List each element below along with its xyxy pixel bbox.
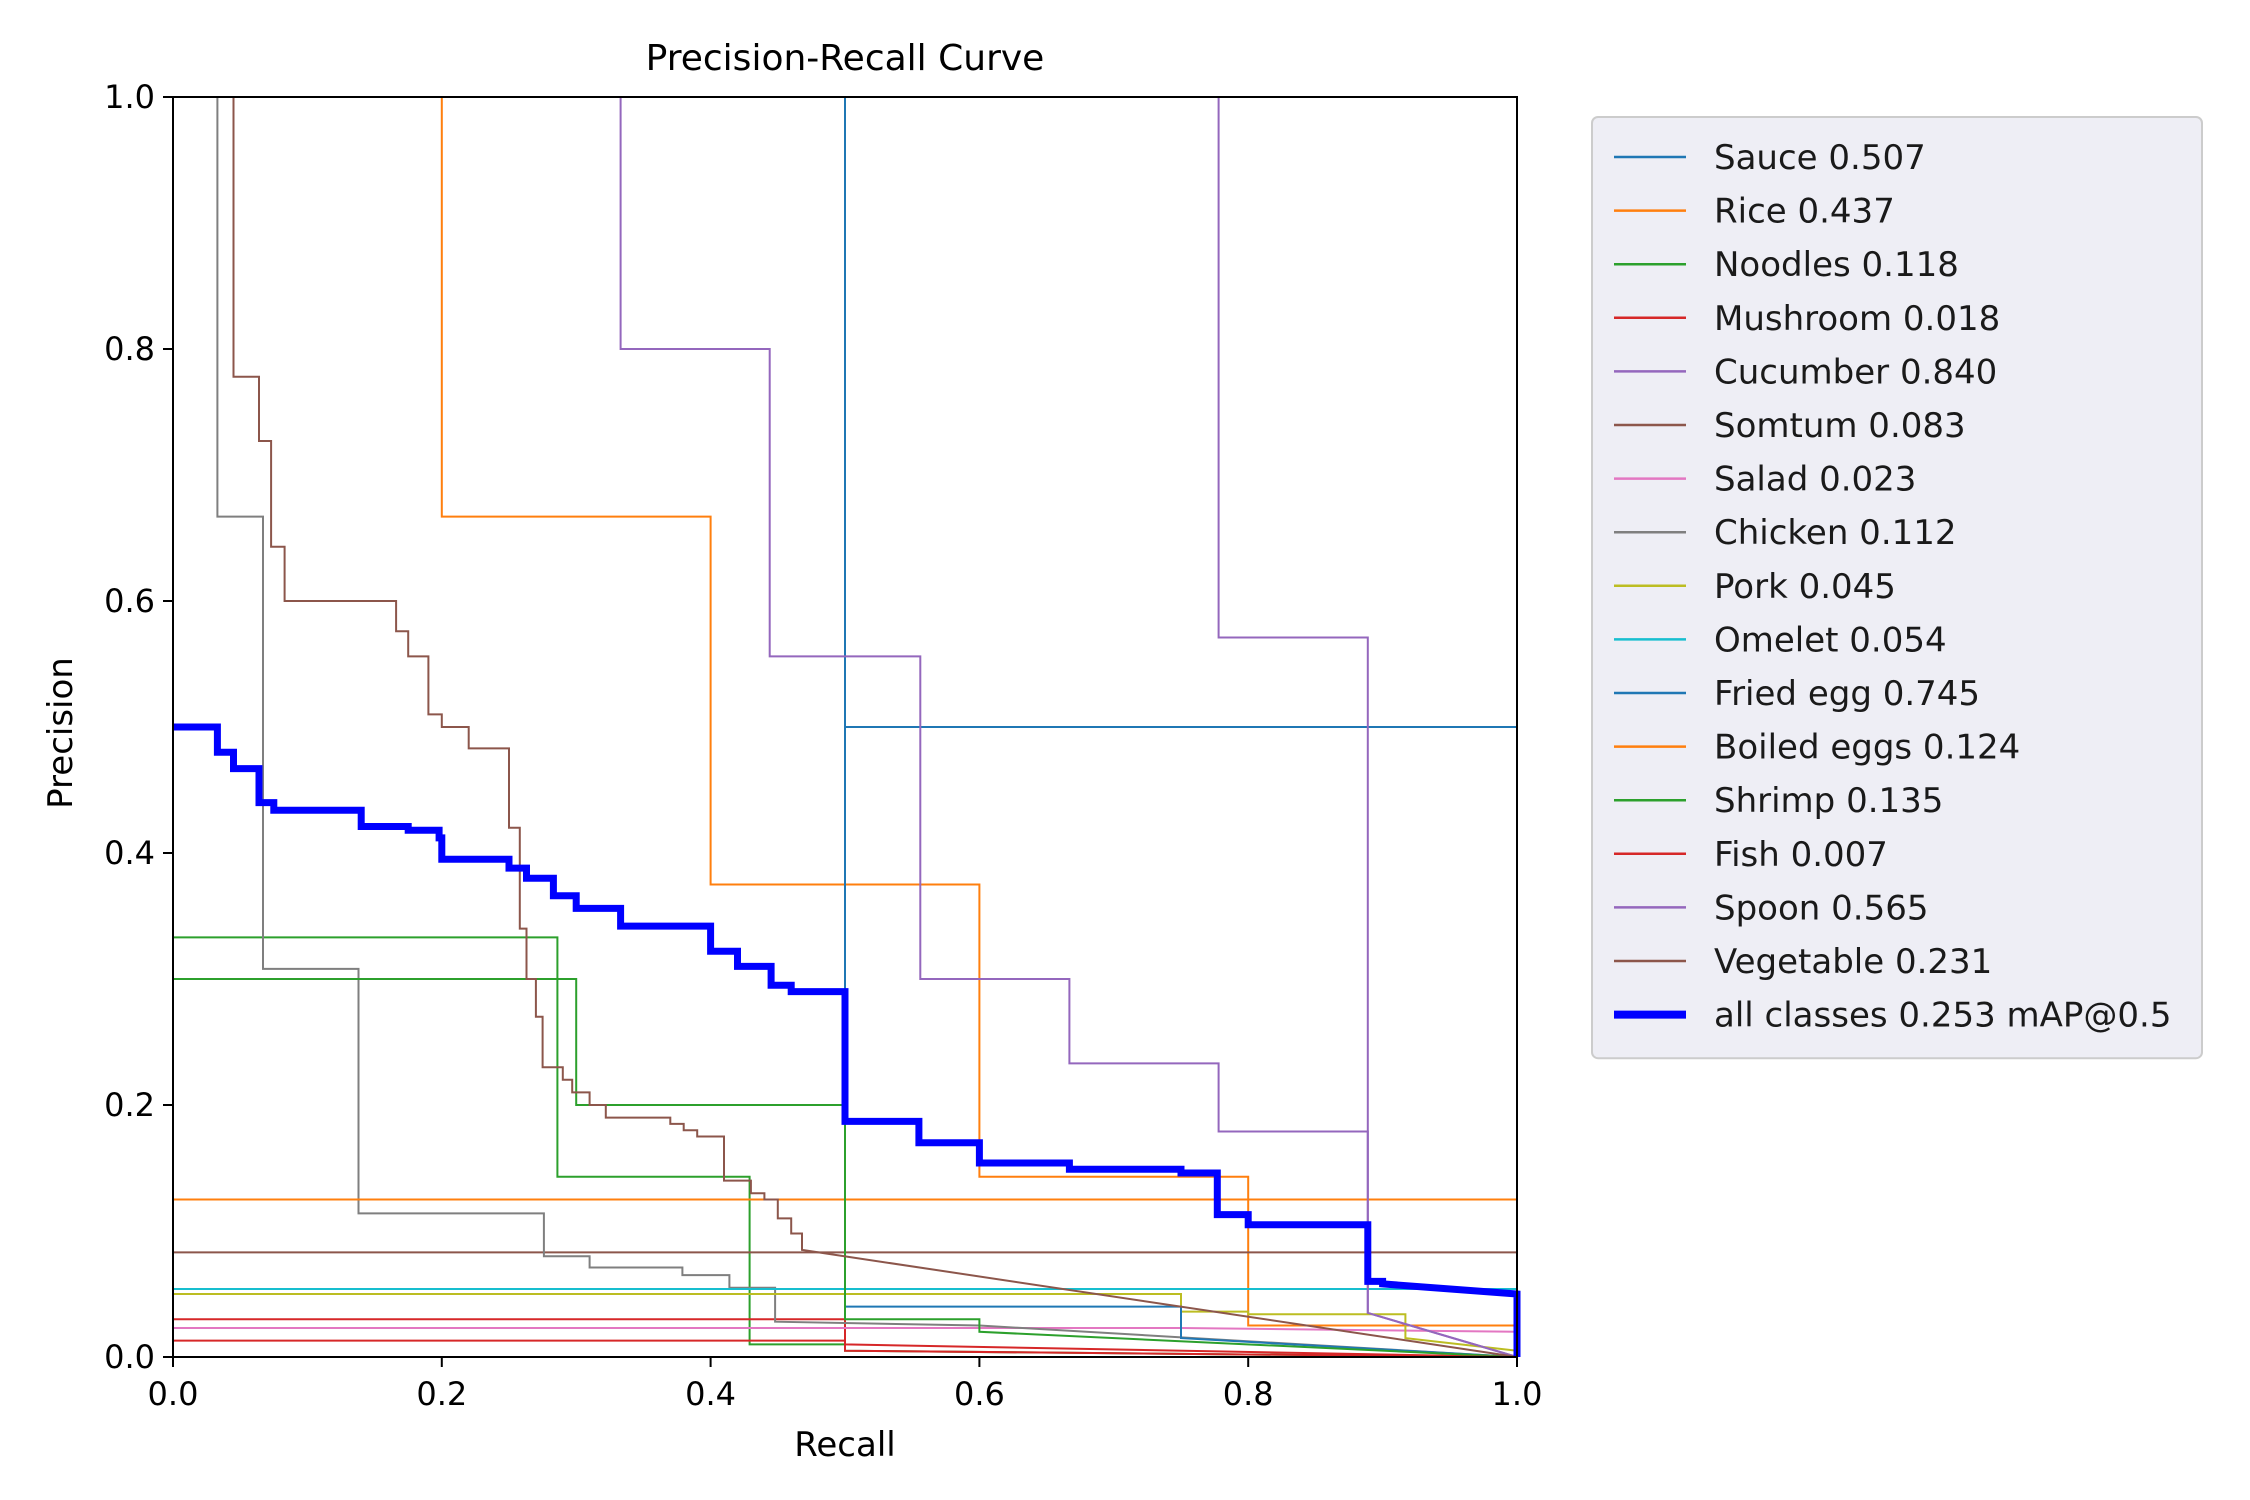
x-tick-label: 0.0 (148, 1375, 199, 1413)
x-tick-label: 0.6 (954, 1375, 1005, 1413)
series-line-3 (173, 1318, 1518, 1358)
legend-entry-6: Salad 0.023 (1714, 460, 1916, 500)
legend-box (1591, 116, 2203, 1060)
y-axis-label: Precision (41, 657, 81, 809)
legend-entry-7: Chicken 0.112 (1714, 513, 1957, 553)
y-tick-label: 0.6 (104, 582, 155, 620)
legend-entry-11: Boiled eggs 0.124 (1714, 728, 2020, 768)
series-line-14 (619, 97, 1518, 1358)
chart-title: Precision-Recall Curve (646, 38, 1045, 79)
x-tick-label: 0.2 (416, 1375, 467, 1413)
x-tick-label: 0.8 (1223, 1375, 1274, 1413)
legend-entry-12: Shrimp 0.135 (1714, 781, 1943, 821)
legend-entry-4: Cucumber 0.840 (1714, 352, 1997, 392)
y-tick-label: 0.2 (104, 1086, 155, 1124)
y-axis: 0.0 0.2 0.4 0.6 0.8 1.0 (104, 78, 173, 1376)
x-tick-label: 0.4 (685, 1375, 736, 1413)
series-line-8 (173, 1293, 1518, 1352)
series-line-13 (173, 1339, 1518, 1358)
legend-entry-10: Fried egg 0.745 (1714, 674, 1980, 714)
y-tick-label: 0.0 (104, 1338, 155, 1376)
legend-entry-3: Mushroom 0.018 (1714, 299, 2000, 339)
series-line-1 (440, 97, 1518, 1357)
legend-entry-16: all classes 0.253 mAP@0.5 (1714, 996, 2171, 1036)
series-line-16 (173, 723, 1521, 1357)
legend-entry-13: Fish 0.007 (1714, 835, 1888, 875)
y-tick-label: 1.0 (104, 78, 155, 116)
legend-entry-0: Sauce 0.507 (1714, 138, 1926, 178)
legend-entry-2: Noodles 0.118 (1714, 245, 1959, 285)
legend-entry-1: Rice 0.437 (1714, 192, 1895, 232)
series-line-15 (232, 97, 1518, 1358)
plot-frame (172, 96, 1518, 1358)
x-axis-label: Recall (794, 1425, 895, 1465)
x-tick-label: 1.0 (1492, 1375, 1543, 1413)
series-line-12 (173, 978, 1518, 1358)
legend-entry-9: Omelet 0.054 (1714, 620, 1947, 660)
plot-area (172, 96, 1521, 1358)
legend-entry-15: Vegetable 0.231 (1714, 942, 1992, 982)
legend-entry-5: Somtum 0.083 (1714, 406, 1966, 446)
series-group (173, 97, 1521, 1358)
legend-entry-8: Pork 0.045 (1714, 567, 1896, 607)
legend: Sauce 0.507 Rice 0.437 Noodles 0.118 Mushro… (1591, 116, 2203, 1060)
y-tick-label: 0.4 (104, 834, 155, 872)
x-axis: 0.0 0.2 0.4 0.6 0.8 1.0 (148, 1357, 1543, 1413)
legend-entry-14: Spoon 0.565 (1714, 888, 1928, 928)
y-tick-label: 0.8 (104, 330, 155, 368)
